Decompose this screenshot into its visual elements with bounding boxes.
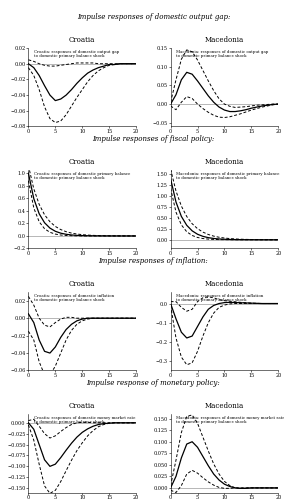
Text: Croatia: Croatia xyxy=(69,36,95,44)
Text: Croatia: responses of domestic money market rate
to domestic primary balance sho: Croatia: responses of domestic money mar… xyxy=(34,416,135,424)
Text: Impulse responses of inflation:: Impulse responses of inflation: xyxy=(99,257,208,265)
Text: Impulse responses of fiscal policy:: Impulse responses of fiscal policy: xyxy=(92,135,214,143)
Text: Croatia: Croatia xyxy=(69,158,95,166)
Text: Macedonia: Macedonia xyxy=(205,36,244,44)
Text: Impulse response of monetary policy:: Impulse response of monetary policy: xyxy=(87,379,220,387)
Text: Croatia: responses of domestic primary balance
to domestic primary balance shock: Croatia: responses of domestic primary b… xyxy=(34,172,130,180)
Text: Croatia: Croatia xyxy=(69,280,95,288)
Text: Macedonia: responses of domestic output gap
to domestic primary balance shock: Macedonia: responses of domestic output … xyxy=(176,50,268,58)
Text: Macedonia: Macedonia xyxy=(205,402,244,410)
Text: Macedonia: Macedonia xyxy=(205,158,244,166)
Text: Croatia: responses of domestic inflation
to domestic primary balance shock: Croatia: responses of domestic inflation… xyxy=(34,294,114,302)
Text: Macedonia: responses of domestic inflation
to domestic primary balance shock: Macedonia: responses of domestic inflati… xyxy=(176,294,263,302)
Text: Macedonia: responses of domestic primary balance
to domestic primary balance sho: Macedonia: responses of domestic primary… xyxy=(176,172,279,180)
Text: Macedonia: Macedonia xyxy=(205,280,244,288)
Text: Macedonia: responses of domestic money market rate
to domestic primary balance s: Macedonia: responses of domestic money m… xyxy=(176,416,284,424)
Text: Croatia: Croatia xyxy=(69,402,95,410)
Text: Croatia: responses of domestic output gap
to domestic primary balance shock: Croatia: responses of domestic output ga… xyxy=(34,50,119,58)
Text: Impulse responses of domestic output gap:: Impulse responses of domestic output gap… xyxy=(77,13,230,21)
